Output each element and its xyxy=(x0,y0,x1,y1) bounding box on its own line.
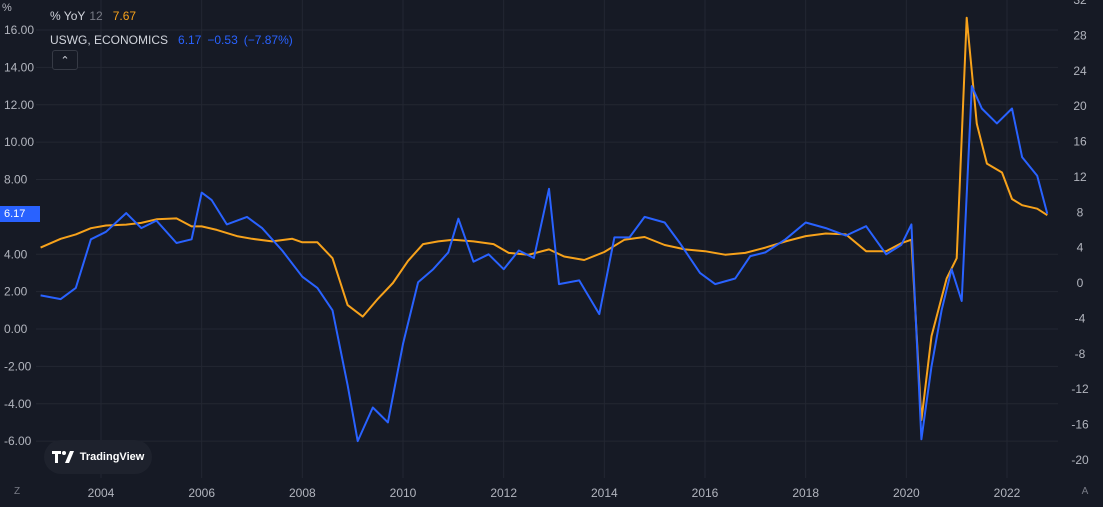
last-value-tag: 6.17 xyxy=(0,205,40,222)
legend-uswg-change: −0.53 xyxy=(207,33,238,47)
legend-uswg-value: 6.17 xyxy=(178,33,202,47)
left-tick-label: 14.00 xyxy=(4,60,34,74)
timezone-button[interactable]: Z xyxy=(13,486,21,497)
time-tick-label: 2006 xyxy=(188,486,215,500)
grid-lines xyxy=(36,0,1058,478)
right-tick-label: 0 xyxy=(1077,276,1084,290)
right-tick-label: 16 xyxy=(1073,135,1087,149)
legend-uswg-change-pct: (−7.87%) xyxy=(243,33,293,47)
auto-scale-button[interactable]: A xyxy=(1081,486,1089,497)
tradingview-logo-text: TradingView xyxy=(79,451,145,463)
time-tick-label: 2008 xyxy=(289,486,316,500)
left-tick-label: 0.00 xyxy=(4,322,28,336)
right-tick-label: 8 xyxy=(1077,205,1084,219)
right-tick-label: 24 xyxy=(1073,64,1087,78)
chart-legend: % YoY 12 7.67 USWG, ECONOMICS 6.17 −0.53… xyxy=(50,4,293,52)
time-tick-label: 2010 xyxy=(390,486,417,500)
legend-uswg-name: USWG, ECONOMICS xyxy=(50,33,169,47)
right-tick-label: -8 xyxy=(1075,347,1086,361)
series-line-uswg xyxy=(40,85,1049,443)
right-tick-label: 20 xyxy=(1073,99,1087,113)
left-tick-label: 2.00 xyxy=(4,285,28,299)
time-tick-label: 2016 xyxy=(692,486,719,500)
time-tick-label: 2022 xyxy=(994,486,1021,500)
legend-yoy-param: 12 xyxy=(89,9,103,23)
left-tick-label: 4.00 xyxy=(4,247,28,261)
left-tick-label: -4.00 xyxy=(4,397,32,411)
chevron-up-icon: ⌃ xyxy=(60,54,70,67)
right-tick-label: -4 xyxy=(1075,311,1086,325)
left-tick-label: 8.00 xyxy=(4,173,28,187)
right-tick-label: -16 xyxy=(1071,418,1089,432)
left-axis: 16.00 14.00 12.00 10.00 8.00 4.00 2.00 0.00 -2.0… xyxy=(4,23,34,448)
legend-yoy-value: 7.67 xyxy=(112,9,137,23)
left-tick-label: 16.00 xyxy=(4,23,34,37)
right-tick-label: 32 xyxy=(1073,0,1087,7)
tradingview-logo-icon xyxy=(51,451,74,463)
time-tick-label: 2018 xyxy=(792,486,819,500)
legend-yoy-name: % YoY xyxy=(50,9,86,23)
time-tick-label: 2012 xyxy=(490,486,517,500)
series-line-yoy xyxy=(40,16,1048,422)
time-tick-label: 2004 xyxy=(88,486,115,500)
left-tick-label: 12.00 xyxy=(4,98,34,112)
left-axis-unit-label: % xyxy=(2,2,12,14)
right-axis: 32 28 24 20 16 12 8 4 0 -4 -8 -12 -16 -20 xyxy=(1071,0,1089,467)
legend-row-uswg[interactable]: USWG, ECONOMICS 6.17 −0.53 (−7.87%) xyxy=(50,28,293,52)
tradingview-logo[interactable]: TradingView xyxy=(44,440,152,474)
right-tick-label: 28 xyxy=(1073,28,1087,42)
right-tick-label: -20 xyxy=(1071,453,1089,467)
legend-row-yoy[interactable]: % YoY 12 7.67 xyxy=(50,4,293,28)
right-tick-label: -12 xyxy=(1071,382,1089,396)
time-axis: 2004 2006 2008 2010 2012 2014 2016 2018 2020 2022 xyxy=(88,486,1021,500)
right-tick-label: 12 xyxy=(1073,170,1087,184)
time-tick-label: 2020 xyxy=(893,486,920,500)
time-tick-label: 2014 xyxy=(591,486,618,500)
legend-collapse-button[interactable]: ⌃ xyxy=(52,50,78,70)
left-tick-label: 10.00 xyxy=(4,135,34,149)
left-tick-label: -6.00 xyxy=(4,434,32,448)
right-tick-label: 4 xyxy=(1077,241,1084,255)
left-tick-label: -2.00 xyxy=(4,359,32,373)
